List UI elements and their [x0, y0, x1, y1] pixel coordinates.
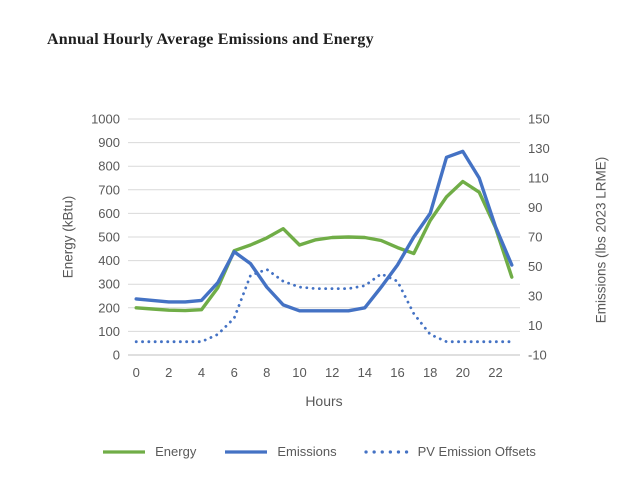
x-axis-tick-label: 8 [263, 365, 270, 380]
series-line-pv-emission-offsets [134, 267, 514, 344]
right-axis-tick-label: 50 [528, 259, 542, 274]
left-axis-tick-label: 0 [113, 348, 120, 363]
x-axis-title: Hours [305, 393, 343, 409]
x-axis-tick-label: 10 [292, 365, 306, 380]
left-axis-tick-label: 800 [98, 159, 120, 174]
right-axis-tick-label: 30 [528, 289, 542, 304]
x-axis-tick-label: 4 [198, 365, 205, 380]
x-axis-tick-label: 2 [165, 365, 172, 380]
x-axis-tick-label: 22 [488, 365, 502, 380]
chart-title: Annual Hourly Average Emissions and Ener… [47, 31, 374, 48]
x-axis-tick-label: 12 [325, 365, 339, 380]
x-axis-tick-label: 20 [456, 365, 470, 380]
left-axis-tick-label: 700 [98, 182, 120, 197]
left-axis-tick-label: 600 [98, 206, 120, 221]
legend-line-energy-icon [100, 448, 148, 456]
x-axis-tick-label: 18 [423, 365, 437, 380]
legend-line-pv-offsets-icon [363, 448, 411, 456]
legend-label-pv-offsets: PV Emission Offsets [417, 444, 536, 459]
legend-label-energy: Energy [155, 444, 197, 459]
left-axis-tick-label: 900 [98, 135, 120, 150]
legend-line-emissions-icon [222, 448, 270, 456]
x-axis-tick-label: 14 [358, 365, 372, 380]
left-axis-tick-label: 400 [98, 253, 120, 268]
left-axis-tick-label: 300 [98, 277, 120, 292]
right-axis-tick-label: 70 [528, 230, 542, 245]
right-axis-tick-label: 110 [528, 171, 549, 186]
left-axis-tick-label: 500 [98, 230, 120, 245]
legend-item-energy: Energy [100, 444, 196, 459]
right-axis-tick-label: 130 [528, 141, 550, 156]
right-axis-tick-label: -10 [528, 348, 547, 363]
legend-item-pv-offsets: PV Emission Offsets [363, 444, 536, 459]
right-axis-tick-label: 150 [528, 112, 550, 127]
left-axis-tick-label: 200 [98, 300, 120, 315]
legend: Energy Emissions PV Emission Offsets [0, 444, 636, 459]
left-axis-title: Energy (kBtu) [60, 195, 76, 279]
series-line-energy [134, 179, 514, 313]
left-axis-tick-label: 1000 [91, 112, 120, 127]
legend-item-emissions: Emissions [222, 444, 337, 459]
x-axis-tick-label: 16 [390, 365, 404, 380]
series-line-emissions [134, 149, 514, 313]
right-axis-tick-label: 10 [528, 318, 542, 333]
left-axis-tick-label: 100 [98, 324, 120, 339]
right-axis-title: Emissions (lbs 2023 LRME) [593, 156, 609, 324]
right-axis-tick-label: 90 [528, 200, 542, 215]
legend-label-emissions: Emissions [277, 444, 337, 459]
x-axis-tick-label: 6 [231, 365, 238, 380]
x-axis-tick-label: 0 [133, 365, 140, 380]
